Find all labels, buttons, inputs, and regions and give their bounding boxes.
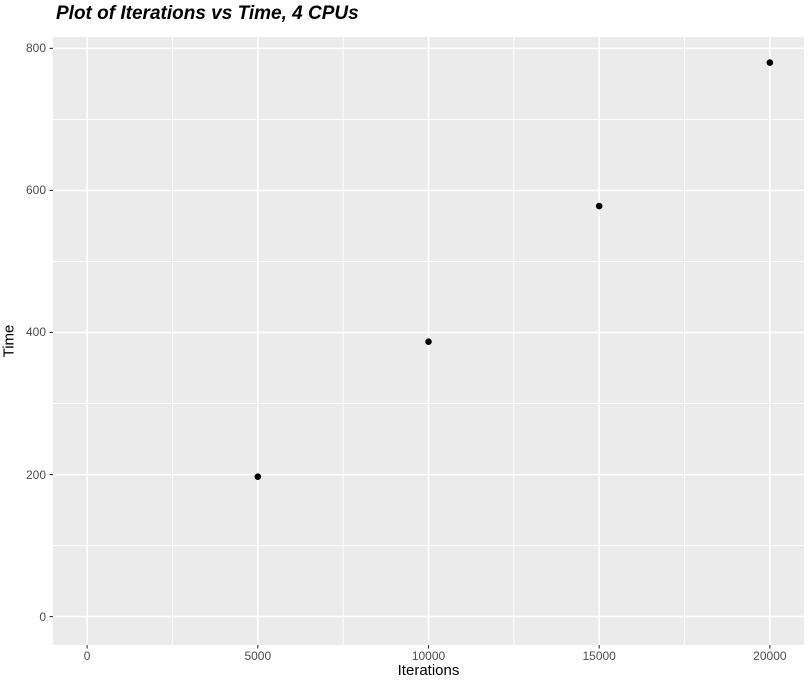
y-tick-label: 200 xyxy=(25,467,46,482)
data-point xyxy=(254,473,262,480)
x-tick-label: 0 xyxy=(83,649,91,663)
y-tick-label: 0 xyxy=(39,609,46,624)
x-tick-label: 20000 xyxy=(753,649,787,663)
data-point xyxy=(425,338,432,346)
x-tick-label: 5000 xyxy=(244,649,272,663)
data-point xyxy=(766,59,774,66)
x-tick-label: 10000 xyxy=(411,649,446,663)
y-tick-label: 800 xyxy=(25,41,46,56)
x-axis-title: Iterations xyxy=(397,662,460,679)
y-tick-label: 400 xyxy=(25,325,46,340)
chart-title: Plot of Iterations vs Time, 4 CPUs xyxy=(56,3,359,24)
y-tick-label: 600 xyxy=(25,183,46,198)
data-point xyxy=(595,202,603,210)
x-tick-label: 15000 xyxy=(582,649,616,663)
